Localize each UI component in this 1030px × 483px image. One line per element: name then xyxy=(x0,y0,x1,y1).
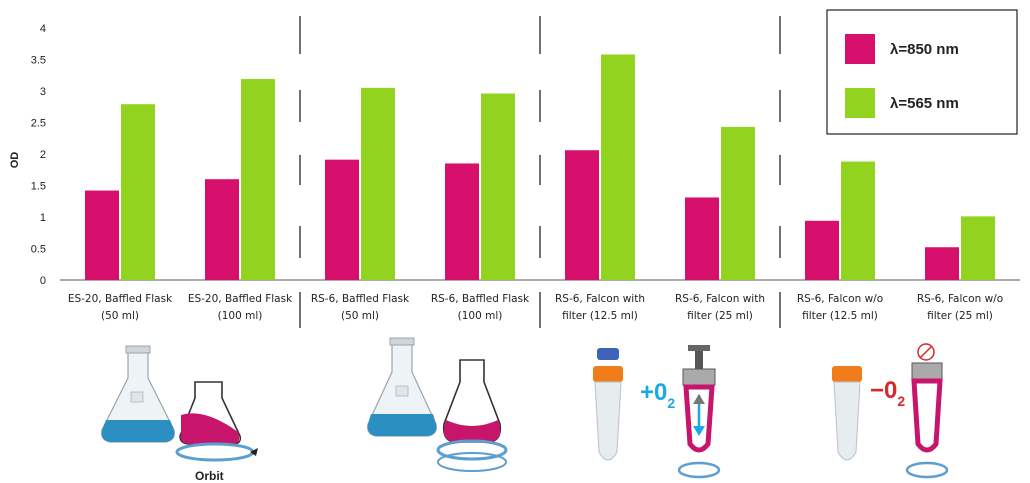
bar-850 xyxy=(445,163,479,280)
x-tick-label: filter (12.5 ml) xyxy=(562,310,638,322)
bar-565 xyxy=(481,93,515,281)
y-tick-label: 3 xyxy=(40,86,46,98)
bar-850 xyxy=(925,247,959,280)
y-tick-label: 3.5 xyxy=(31,55,46,67)
y-tick-label: 1 xyxy=(40,212,46,224)
illustrations: Orbit +02 xyxy=(101,337,949,483)
bar-850 xyxy=(205,179,239,280)
x-tick-label: (100 ml) xyxy=(458,310,503,322)
bar-565 xyxy=(601,54,635,281)
bar-565 xyxy=(961,216,995,280)
x-tick-label: filter (25 ml) xyxy=(687,310,753,322)
plus-o2-label: +02 xyxy=(640,379,675,411)
x-tick-labels: ES-20, Baffled Flask (50 ml) ES-20, Baffle… xyxy=(68,293,1003,322)
bar-850 xyxy=(565,150,599,280)
x-tick-label: RS-6, Baffled Flask xyxy=(311,293,410,305)
orbit-label: Orbit xyxy=(195,469,224,483)
x-tick-label: ES-20, Baffled Flask xyxy=(68,293,173,305)
x-tick-label: ES-20, Baffled Flask xyxy=(188,293,293,305)
bar-565 xyxy=(841,161,875,280)
group-separators xyxy=(299,16,781,328)
x-tick-label: filter (25 ml) xyxy=(927,310,993,322)
legend-swatch-565 xyxy=(845,88,875,118)
falcon-tube-photo-icon xyxy=(832,366,862,461)
minus-o2-subscript: 2 xyxy=(897,393,905,409)
bar-565 xyxy=(721,126,755,280)
bar-850 xyxy=(85,190,119,280)
flask-photo-icon xyxy=(101,345,175,443)
y-tick-label: 2.5 xyxy=(31,118,46,130)
x-tick-label: (100 ml) xyxy=(218,310,263,322)
orbit-flask-schematic-icon xyxy=(175,381,258,462)
falcon-tube-no-filter-schematic-icon xyxy=(905,343,949,479)
legend-swatch-850 xyxy=(845,34,875,64)
y-tick-label: 0 xyxy=(40,275,46,287)
falcon-tube-filter-schematic-icon xyxy=(677,345,721,479)
legend: λ=850 nm λ=565 nm xyxy=(826,9,1018,135)
y-tick-label: 4 xyxy=(40,23,46,35)
bar-series xyxy=(85,54,995,281)
y-tick-label: 0.5 xyxy=(31,244,46,256)
legend-label-565: λ=565 nm xyxy=(890,95,959,112)
bar-850 xyxy=(805,220,839,280)
y-tick-label: 2 xyxy=(40,149,46,161)
minus-o2-label: −02 xyxy=(870,377,905,409)
x-tick-label: RS-6, Falcon w/o xyxy=(797,293,883,305)
y-tick-label: 1.5 xyxy=(31,181,46,193)
baffled-flask-schematic-icon xyxy=(436,359,508,472)
falcon-tube-filter-photo-icon xyxy=(593,348,623,461)
bar-565 xyxy=(241,79,275,280)
x-tick-label: filter (12.5 ml) xyxy=(802,310,878,322)
x-tick-label: RS-6, Falcon w/o xyxy=(917,293,1003,305)
bar-565 xyxy=(361,87,395,280)
plus-o2-text: +0 xyxy=(640,379,667,406)
y-axis-label: OD xyxy=(9,152,21,169)
bar-850 xyxy=(325,159,359,280)
plus-o2-subscript: 2 xyxy=(667,395,675,411)
bar-850 xyxy=(685,197,719,280)
legend-label-850: λ=850 nm xyxy=(890,41,959,58)
flask-photo-icon-2 xyxy=(367,337,437,437)
minus-o2-text: −0 xyxy=(870,377,897,404)
x-tick-label: RS-6, Falcon with xyxy=(675,293,765,305)
x-tick-label: RS-6, Baffled Flask xyxy=(431,293,530,305)
x-tick-label: RS-6, Falcon with xyxy=(555,293,645,305)
x-tick-label: (50 ml) xyxy=(341,310,379,322)
x-tick-label: (50 ml) xyxy=(101,310,139,322)
bar-565 xyxy=(121,104,155,280)
